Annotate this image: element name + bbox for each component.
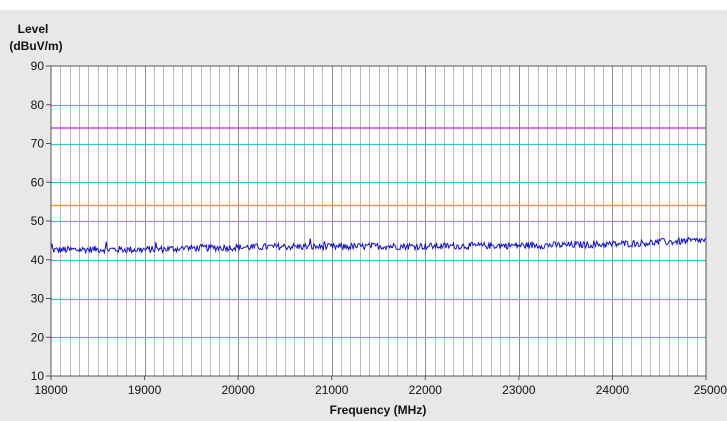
x-tick-label: 19000	[128, 383, 162, 397]
y-tick-label: 90	[31, 59, 45, 73]
y-tick-label: 50	[31, 214, 45, 228]
horizontal-grid	[51, 104, 706, 339]
limit-lines	[51, 127, 706, 207]
y-tick-label: 20	[31, 330, 45, 344]
x-axis-title: Frequency (MHz)	[330, 403, 427, 417]
y-tick-label: 80	[31, 98, 45, 112]
x-tick-label: 20000	[221, 383, 255, 397]
series-line	[50, 236, 707, 255]
y-axis-title-line2: (dBuV/m)	[9, 39, 62, 53]
y-tick-label: 40	[31, 253, 45, 267]
x-axis-ticks: 18000 19000 20000 21000 22000 23000 24000 25000	[34, 376, 727, 397]
y-axis-ticks: 10 20 30 40 50 60 70 80 90	[31, 59, 51, 383]
y-tick-label: 30	[31, 292, 45, 306]
series-group	[50, 236, 707, 255]
x-tick-label: 24000	[596, 383, 630, 397]
x-tick-label: 21000	[315, 383, 349, 397]
y-tick-label: 10	[31, 369, 45, 383]
x-tick-label: 25000	[694, 383, 727, 397]
y-tick-label: 60	[31, 175, 45, 189]
x-tick-label: 23000	[502, 383, 536, 397]
y-axis-title-line1: Level	[18, 22, 49, 36]
y-tick-label: 70	[31, 137, 45, 151]
x-tick-label: 18000	[34, 383, 68, 397]
x-tick-label: 22000	[409, 383, 443, 397]
